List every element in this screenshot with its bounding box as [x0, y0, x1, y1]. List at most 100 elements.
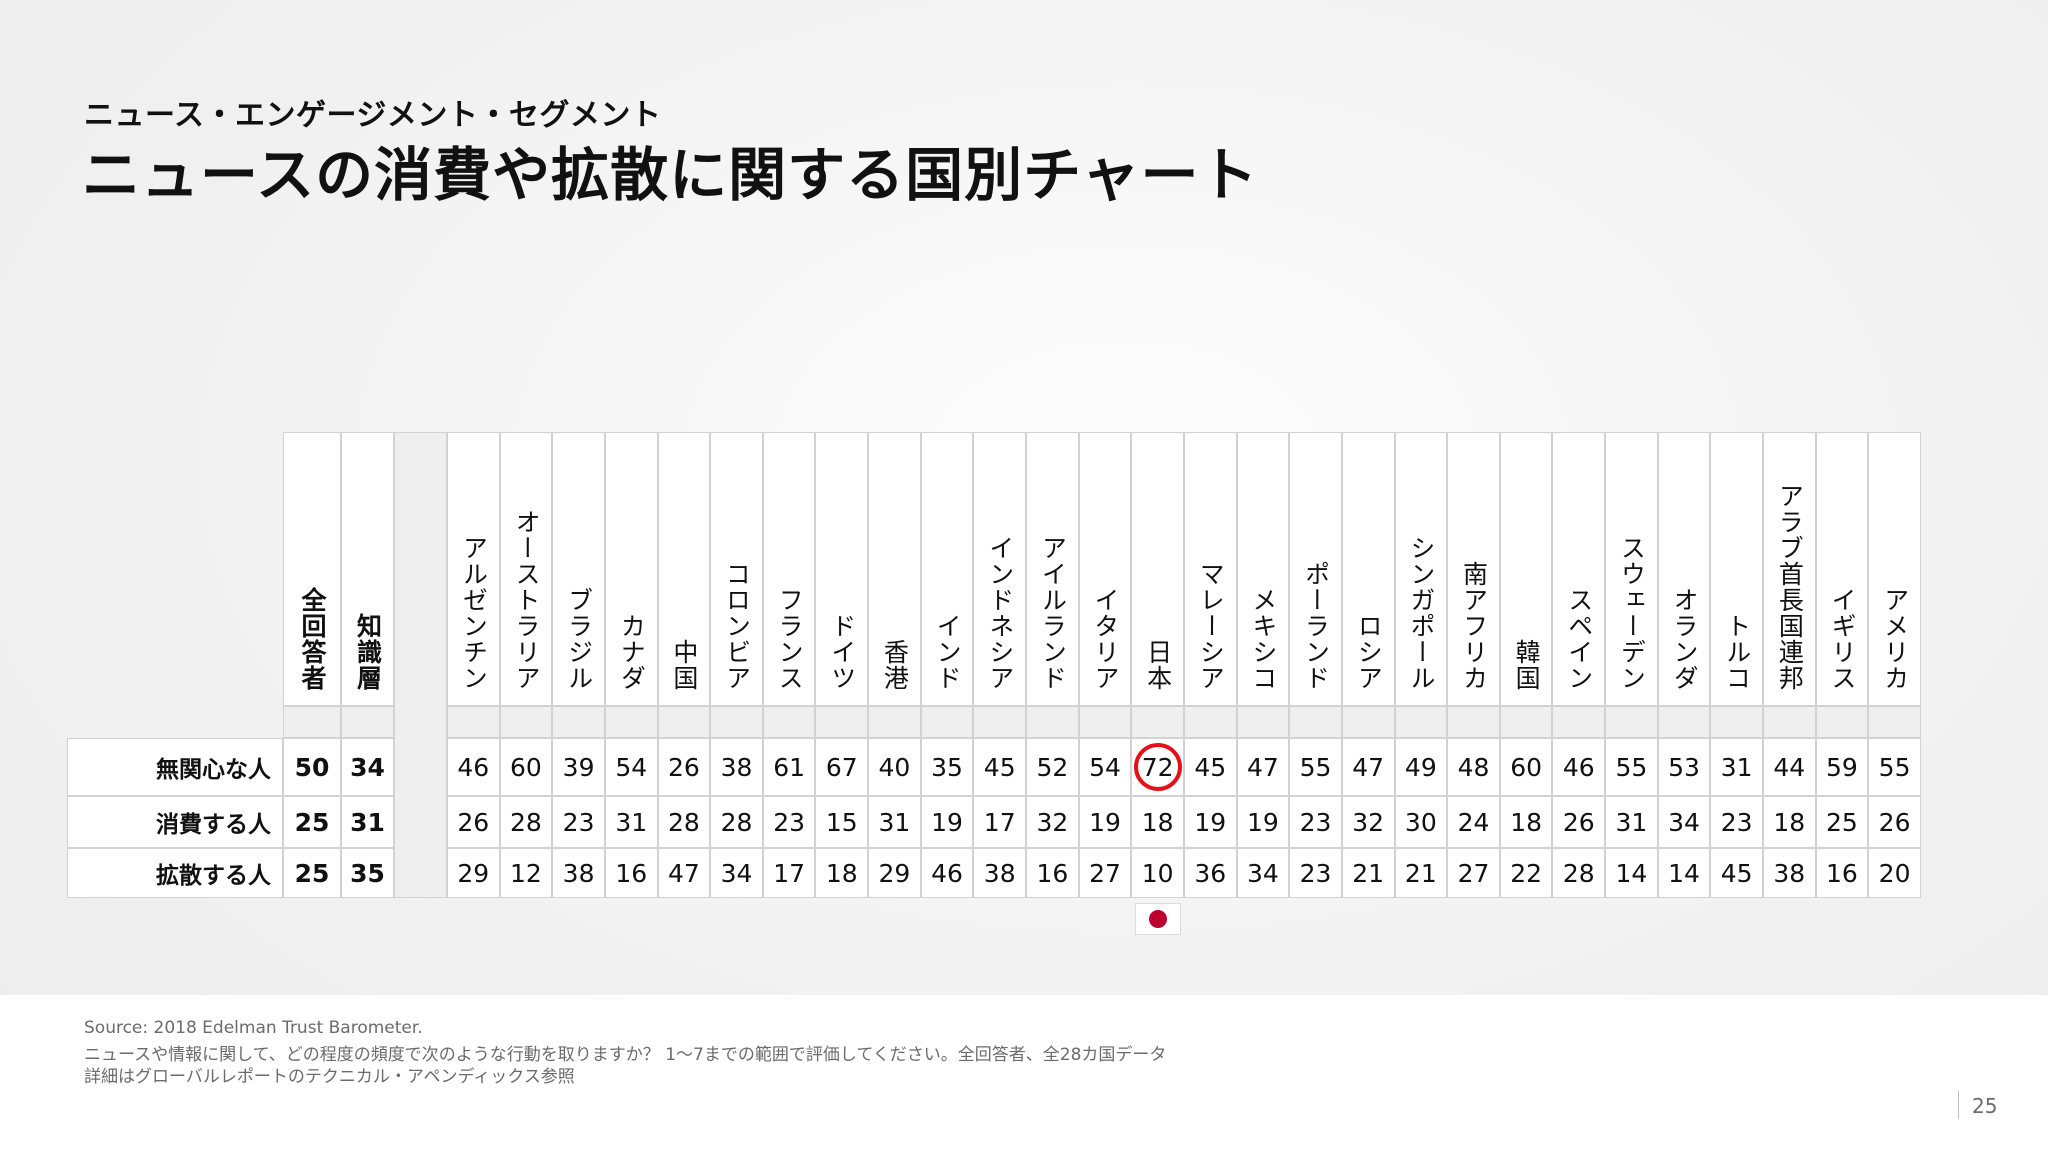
data-value: 29	[878, 858, 911, 888]
country-header: ロシア	[1341, 432, 1395, 706]
data-value: 45	[1194, 752, 1227, 782]
data-value: 19	[1089, 807, 1121, 837]
data-value: 47	[667, 858, 700, 888]
summary-column-label: 知識層	[353, 613, 383, 691]
spacer-column	[394, 432, 447, 898]
data-cell	[1026, 796, 1079, 848]
data-value: 45	[983, 752, 1016, 782]
data-cell	[868, 796, 921, 848]
country-header: イタリア	[1078, 432, 1132, 706]
header-gray-strip	[1763, 706, 1816, 738]
header-gray-strip	[499, 706, 553, 738]
data-cell	[815, 738, 869, 796]
data-cell	[1236, 738, 1290, 796]
data-value: 19	[1247, 807, 1279, 837]
summary-cell	[341, 848, 394, 898]
row-label: 消費する人	[156, 812, 271, 838]
data-cell	[1236, 848, 1290, 898]
data-value: 14	[1668, 858, 1700, 888]
data-value: 19	[1194, 807, 1227, 837]
data-value: 17	[983, 807, 1016, 837]
summary-cell	[283, 738, 341, 796]
country-header: オーストラリア	[499, 432, 553, 706]
country-header: 香港	[868, 432, 921, 706]
country-label: カナダ	[617, 613, 647, 691]
country-label: 韓国	[1512, 639, 1542, 691]
header-gray-strip	[1078, 706, 1132, 738]
data-cell	[973, 796, 1027, 848]
summary-cell	[283, 848, 341, 898]
data-cell	[604, 796, 658, 848]
summary-column-label: 全回答者	[298, 587, 327, 691]
header-gray-strip	[1026, 706, 1079, 738]
data-value: 26	[1562, 807, 1595, 837]
data-value: 32	[1036, 807, 1069, 837]
data-value: 23	[1299, 858, 1332, 888]
data-cell	[1447, 848, 1500, 898]
data-value: 34	[1247, 858, 1279, 888]
data-value: 48	[1457, 752, 1490, 782]
data-value: 12	[510, 858, 542, 888]
data-cell	[920, 848, 974, 898]
data-cell	[762, 848, 816, 898]
country-header: オランダ	[1657, 432, 1711, 706]
data-value: 40	[878, 752, 911, 782]
data-value: 18	[1141, 807, 1174, 837]
data-cell	[1499, 848, 1553, 898]
data-cell	[552, 848, 605, 898]
country-label: イタリア	[1090, 587, 1120, 691]
data-cell	[1447, 738, 1500, 796]
data-value: 31	[615, 807, 648, 837]
data-cell	[1289, 738, 1342, 796]
header-gray-strip	[1657, 706, 1711, 738]
country-label: アラブ首長国連邦	[1775, 483, 1805, 691]
country-label: オーストラリア	[511, 509, 541, 691]
data-cell	[1394, 738, 1448, 796]
data-value: 32	[1352, 807, 1385, 837]
data-value: 31	[878, 807, 911, 837]
country-label: インドネシア	[985, 535, 1015, 691]
data-value: 30	[1404, 807, 1437, 837]
country-label: ブラジル	[564, 587, 594, 691]
header-gray-strip	[1236, 706, 1290, 738]
data-value: 23	[1720, 807, 1753, 837]
data-cell	[920, 738, 974, 796]
header-gray-strip	[1552, 706, 1606, 738]
data-value: 17	[773, 858, 806, 888]
data-value: 55	[1299, 752, 1332, 782]
country-header: アルゼンチン	[447, 432, 500, 706]
data-cell	[604, 738, 658, 796]
country-header: コロンビア	[710, 432, 763, 706]
country-header: 韓国	[1499, 432, 1553, 706]
data-cell	[1657, 796, 1711, 848]
summary-value: 25	[294, 858, 330, 888]
header-gray-strip	[1499, 706, 1553, 738]
summary-column-header: 知識層	[341, 432, 394, 706]
header-gray-strip	[1868, 706, 1921, 738]
data-cell	[1605, 848, 1658, 898]
data-cell	[1763, 848, 1816, 898]
data-value: 36	[1194, 858, 1227, 888]
page-divider	[1958, 1091, 1959, 1119]
country-label: 日本	[1143, 639, 1173, 691]
data-cell	[1868, 796, 1921, 848]
country-header: 南アフリカ	[1447, 432, 1500, 706]
header-gray-strip	[868, 706, 921, 738]
data-value: 21	[1404, 858, 1437, 888]
data-value: 52	[1036, 752, 1069, 782]
slide-subtitle: ニュース・エンゲージメント・セグメント	[84, 98, 662, 133]
country-header: カナダ	[604, 432, 658, 706]
data-value: 25	[1826, 807, 1858, 837]
country-header: スペイン	[1552, 432, 1606, 706]
country-header: 中国	[657, 432, 711, 706]
country-header: インドネシア	[973, 432, 1027, 706]
summary-column-header: 全回答者	[283, 432, 341, 706]
japan-flag-icon	[1134, 903, 1181, 935]
data-cell	[499, 738, 553, 796]
country-header: マレーシア	[1183, 432, 1237, 706]
data-value: 38	[983, 858, 1016, 888]
data-value: 28	[1562, 858, 1595, 888]
data-value: 26	[667, 752, 700, 782]
data-value: 61	[773, 752, 806, 782]
data-value: 15	[825, 807, 858, 837]
